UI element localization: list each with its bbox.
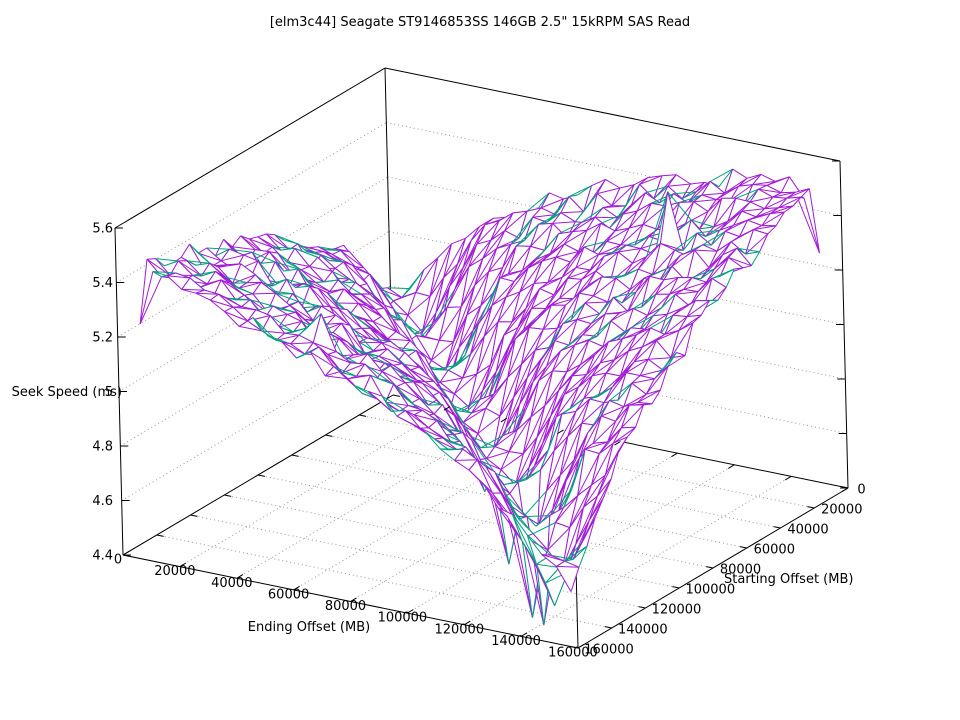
z-tick-label: 5.6 xyxy=(92,222,113,237)
y-axis-title: Starting Offset (MB) xyxy=(724,572,854,587)
z-tick-label: 5 xyxy=(105,385,113,400)
chart-title: [elm3c44] Seagate ST9146853SS 146GB 2.5"… xyxy=(269,15,691,30)
x-tick-label: 120000 xyxy=(434,622,484,637)
z-axis-title: Seek Speed (ms) xyxy=(11,385,122,400)
y-tick-label: 60000 xyxy=(754,543,795,558)
x-tick-label: 0 xyxy=(114,553,122,568)
z-tick-label: 4.8 xyxy=(92,440,113,455)
x-tick-label: 100000 xyxy=(378,611,428,626)
x-tick-label: 160000 xyxy=(548,646,598,661)
x-axis-title: Ending Offset (MB) xyxy=(247,620,371,635)
y-tick-label: 120000 xyxy=(652,603,702,618)
x-tick-label: 80000 xyxy=(325,599,366,614)
axis-ticks xyxy=(115,160,849,649)
y-tick-label: 140000 xyxy=(618,623,668,638)
z-tick-label: 5.4 xyxy=(92,276,113,291)
x-tick-label: 40000 xyxy=(211,576,252,591)
tick-labels: 0 20000 40000 60000 80000 100000 120000 140000 1… xyxy=(92,222,865,661)
y-tick-label: 40000 xyxy=(787,523,828,538)
y-tick-label: 20000 xyxy=(821,503,862,518)
z-tick-label: 5.2 xyxy=(92,331,113,346)
z-tick-label: 4.4 xyxy=(92,549,113,564)
x-tick-label: 60000 xyxy=(268,587,309,602)
y-tick-label: 0 xyxy=(857,483,865,498)
y-tick-label: 160000 xyxy=(584,643,634,658)
x-tick-label: 140000 xyxy=(491,634,541,649)
y-tick-label: 80000 xyxy=(720,563,761,578)
y-tick-label: 100000 xyxy=(685,583,735,598)
surface-mesh xyxy=(139,168,820,626)
z-tick-label: 4.6 xyxy=(92,494,113,509)
x-tick-label: 20000 xyxy=(154,564,195,579)
